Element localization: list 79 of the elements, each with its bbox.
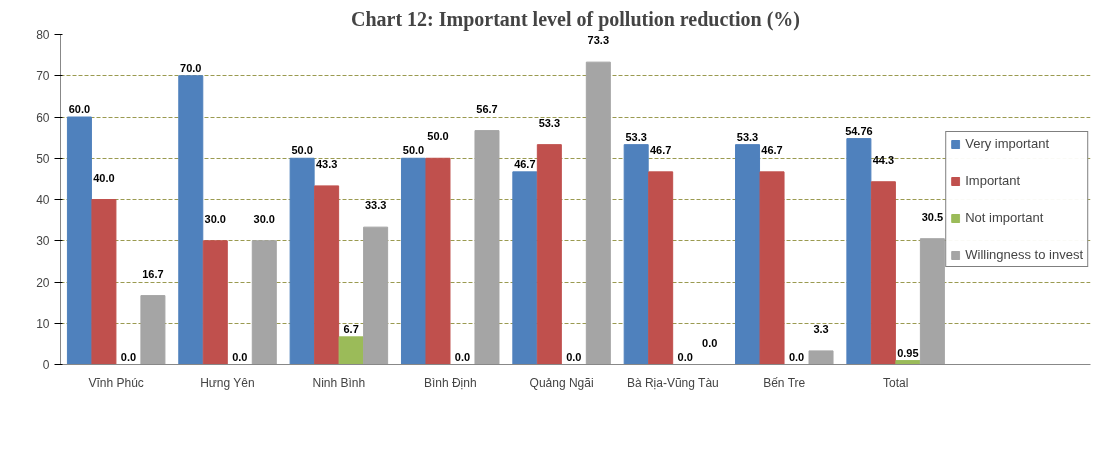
bar — [400, 157, 426, 365]
legend-label: Important — [965, 173, 1022, 188]
bar — [585, 61, 611, 365]
x-tick-label: Bà Rịa-Vũng Tàu — [626, 375, 719, 390]
data-label: 56.7 — [476, 102, 498, 115]
x-tick-label: Bến Tre — [763, 375, 806, 390]
data-label: 43.3 — [315, 157, 338, 170]
bar — [648, 171, 674, 365]
bar — [178, 75, 204, 365]
data-label: 53.3 — [736, 130, 759, 143]
data-label: 30.0 — [253, 212, 275, 225]
data-label: 60.0 — [68, 103, 91, 115]
y-tick-label: 60 — [36, 110, 50, 125]
data-label: 0.0 — [454, 350, 471, 363]
bar — [895, 360, 921, 365]
x-tick-label: Hưng Yên — [200, 375, 255, 390]
bar — [536, 144, 562, 365]
data-label: 30.0 — [204, 212, 226, 225]
data-label: 44.3 — [872, 153, 895, 166]
x-tick-label: Bình Định — [423, 375, 477, 390]
data-label: 33.3 — [364, 199, 387, 212]
bar — [91, 199, 117, 365]
bar — [512, 171, 538, 365]
bar — [919, 238, 945, 365]
bar — [808, 350, 834, 365]
bar — [735, 144, 761, 365]
data-label: 6.7 — [343, 322, 359, 335]
data-label: 0.0 — [566, 350, 582, 363]
x-tick-label: Vĩnh Phúc — [88, 375, 144, 390]
data-label: 0.0 — [702, 336, 718, 349]
bar — [870, 181, 896, 365]
data-label: 53.3 — [538, 116, 561, 129]
legend-label: Not important — [965, 210, 1045, 225]
data-label: 40.0 — [93, 171, 115, 184]
chart-title: Chart 12: Important level of pollution reduction (%) — [350, 7, 801, 31]
data-label: 53.3 — [625, 130, 647, 143]
bar — [363, 226, 389, 365]
bar — [202, 240, 228, 365]
data-label: 50.0 — [402, 144, 425, 157]
data-label: 0.0 — [120, 350, 137, 363]
bar — [338, 336, 364, 365]
data-label: 50.0 — [291, 144, 313, 157]
bar — [289, 157, 315, 365]
y-tick-label: 80 — [36, 28, 50, 42]
data-label: 54.76 — [845, 124, 873, 137]
data-label: 0.0 — [232, 350, 248, 363]
bar — [474, 130, 500, 365]
y-tick-label: 40 — [36, 193, 50, 207]
data-label: 0.95 — [897, 346, 919, 359]
data-label: 50.0 — [427, 130, 449, 143]
data-label: 46.7 — [761, 143, 783, 156]
y-tick-label: 50 — [36, 151, 50, 166]
bar — [425, 157, 451, 365]
bar — [314, 185, 340, 365]
y-tick-label: 10 — [36, 316, 50, 331]
data-label: 30.5 — [921, 210, 944, 223]
bar — [623, 144, 649, 365]
bar — [140, 295, 166, 365]
y-tick-label: 0 — [42, 358, 50, 372]
bar — [251, 240, 277, 365]
data-label: 16.7 — [142, 267, 164, 280]
data-label: 46.7 — [649, 143, 672, 156]
data-label: 46.7 — [514, 157, 536, 170]
x-tick-label: Quảng Ngãi — [529, 375, 594, 390]
bar — [66, 116, 92, 365]
y-tick-label: 70 — [36, 69, 50, 84]
y-tick-label: 20 — [36, 275, 50, 290]
legend-label: Very important — [965, 136, 1051, 151]
x-tick-label: Ninh Bình — [312, 375, 366, 390]
bar — [759, 171, 785, 365]
data-label: 70.0 — [180, 61, 202, 74]
data-label: 0.0 — [677, 350, 693, 363]
data-label: 73.3 — [587, 34, 610, 47]
y-tick-label: 30 — [36, 234, 50, 249]
legend-label: Willingness to invest — [965, 247, 1083, 262]
x-tick-label: Total — [882, 375, 909, 390]
data-label: 3.3 — [813, 322, 829, 335]
data-label: 0.0 — [788, 350, 805, 363]
bar — [846, 138, 872, 365]
